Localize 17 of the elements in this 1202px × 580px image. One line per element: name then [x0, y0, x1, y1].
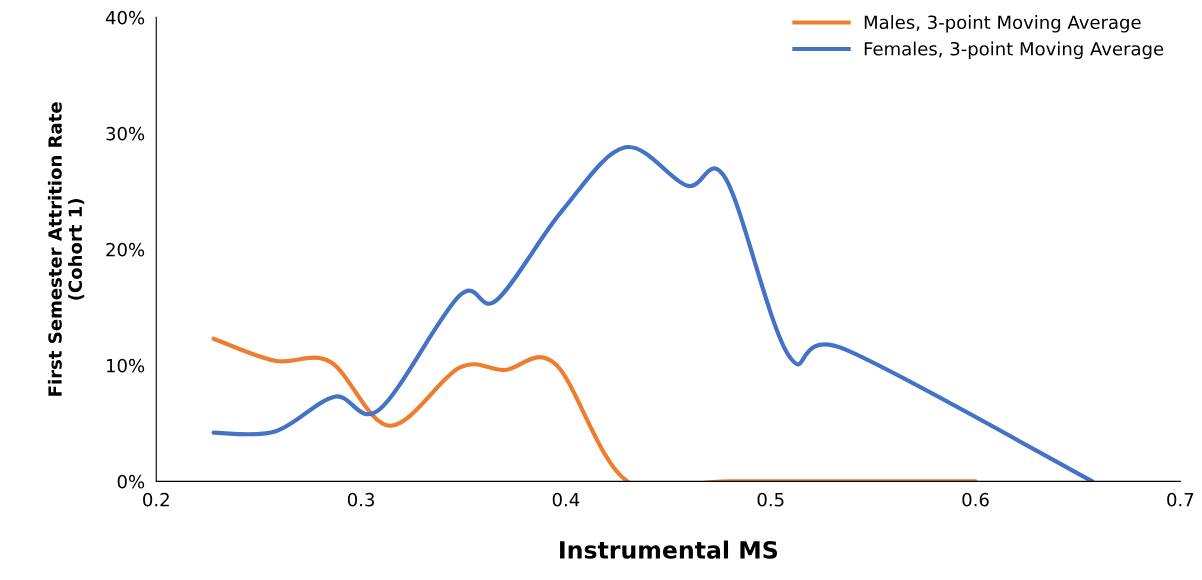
- y-axis-title: First Semester Attrition Rate (Cohort 1): [47, 102, 85, 396]
- y-tick-label: 30%: [106, 126, 145, 141]
- y-tick-label: 0%: [117, 474, 145, 489]
- y-tick-label: 20%: [106, 242, 145, 257]
- x-tick-label: 0.2: [143, 492, 169, 507]
- x-tick-label: 0.7: [1167, 492, 1194, 507]
- y-tick-label: 10%: [107, 358, 145, 373]
- x-tick-label: 0.5: [757, 492, 784, 507]
- line-series: [211, 145, 1095, 482]
- line-series: [211, 336, 978, 482]
- x-tick-label: 0.4: [552, 492, 580, 507]
- legend-label: Females, 3-point Moving Average: [864, 41, 1164, 60]
- x-tick-label: 0.3: [347, 492, 374, 507]
- x-axis-title: Instrumental MS: [560, 540, 778, 559]
- x-tick-label: 0.6: [962, 492, 989, 507]
- y-tick-label: 40%: [105, 10, 145, 25]
- legend-label: Males, 3-point Moving Average: [864, 15, 1141, 33]
